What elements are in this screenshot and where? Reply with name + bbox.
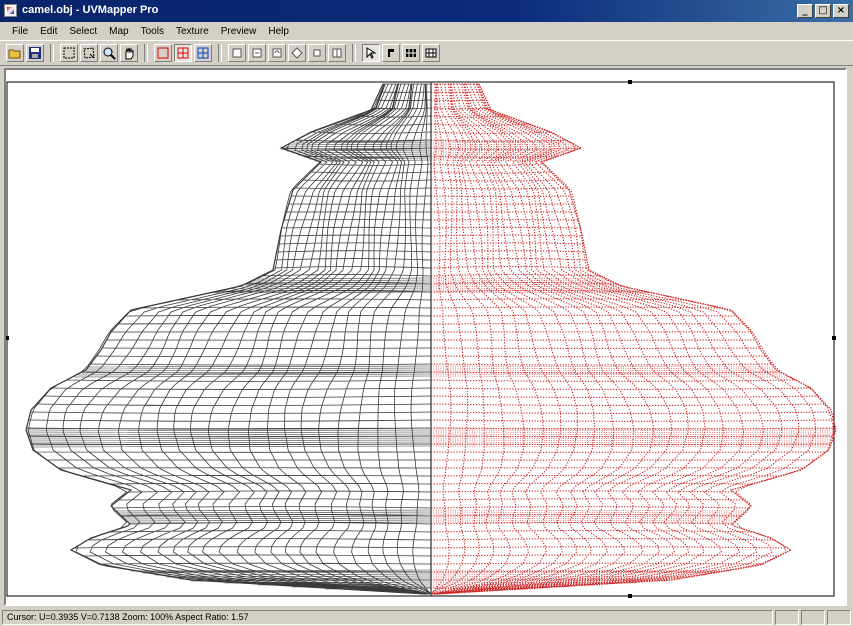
menu-select[interactable]: Select	[69, 25, 98, 37]
frame-handle-top[interactable]	[628, 80, 632, 84]
menu-texture[interactable]: Texture	[175, 25, 209, 37]
select-icon[interactable]	[60, 44, 78, 62]
status-pane	[775, 609, 799, 625]
pan-icon[interactable]	[120, 44, 138, 62]
rotate-icon[interactable]	[248, 44, 266, 62]
select-lasso-icon[interactable]	[80, 44, 98, 62]
toolbar-separator	[144, 44, 148, 62]
status-pane	[827, 609, 851, 625]
app-icon[interactable]	[4, 4, 17, 17]
toolbar-separator	[50, 44, 54, 62]
menu-map[interactable]: Map	[109, 25, 129, 37]
zoom-icon[interactable]	[100, 44, 118, 62]
flip-icon[interactable]	[288, 44, 306, 62]
mesh-icon[interactable]	[402, 44, 420, 62]
menu-file[interactable]: File	[12, 25, 29, 37]
snap-icon[interactable]	[382, 44, 400, 62]
move-icon[interactable]	[228, 44, 246, 62]
menu-tools[interactable]: Tools	[140, 25, 164, 37]
frame-handle-bottom[interactable]	[628, 594, 632, 598]
status-cursor-text: Cursor: U=0.3935 V=0.7138 Zoom: 100% Asp…	[2, 609, 773, 625]
menu-edit[interactable]: Edit	[40, 25, 58, 37]
status-pane	[801, 609, 825, 625]
grid-icon[interactable]	[422, 44, 440, 62]
uv-canvas[interactable]	[4, 68, 847, 606]
toolbar	[0, 40, 853, 66]
toolbar-separator	[352, 44, 356, 62]
close-button[interactable]: ×	[833, 4, 849, 18]
open-icon[interactable]	[6, 44, 24, 62]
weld-icon[interactable]	[308, 44, 326, 62]
scale-icon[interactable]	[268, 44, 286, 62]
menu-help[interactable]: Help	[268, 25, 289, 37]
status-bar: Cursor: U=0.3935 V=0.7138 Zoom: 100% Asp…	[0, 608, 853, 626]
title-bar: camel.obj - UVMapper Pro _ □ ×	[0, 0, 853, 22]
window-controls: _ □ ×	[797, 4, 849, 18]
pointer-icon[interactable]	[362, 44, 380, 62]
frame-handle-right[interactable]	[832, 336, 836, 340]
frame-handle-left[interactable]	[6, 336, 9, 340]
save-icon[interactable]	[26, 44, 44, 62]
toolbar-separator	[218, 44, 222, 62]
menu-bar: File Edit Select Map Tools Texture Previ…	[0, 22, 853, 40]
uv-mesh-view[interactable]	[6, 70, 845, 604]
window-title: camel.obj - UVMapper Pro	[22, 4, 159, 16]
maximize-button[interactable]: □	[815, 4, 831, 18]
minimize-button[interactable]: _	[797, 4, 813, 18]
uv-mesh-left-half	[25, 83, 431, 595]
vertex-select-icon[interactable]	[154, 44, 172, 62]
split-icon[interactable]	[328, 44, 346, 62]
facet-select-icon[interactable]	[174, 44, 192, 62]
menu-preview[interactable]: Preview	[220, 25, 257, 37]
group-select-icon[interactable]	[194, 44, 212, 62]
uv-mesh-right-half	[431, 83, 837, 595]
